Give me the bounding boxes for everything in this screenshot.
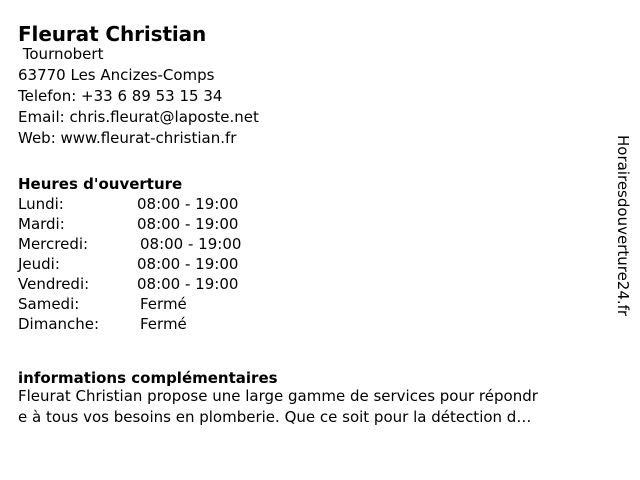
address-block: Tournobert 63770 Les Ancizes-Comps Telef… <box>18 44 259 149</box>
additional-info-text: Fleurat Christian propose une large gamm… <box>18 386 630 428</box>
email-line: Email: chris.fleurat@laposte.net <box>18 108 259 126</box>
additional-info-heading: informations complémentaires <box>18 369 278 388</box>
hours-day-label: Samedi: <box>18 295 80 313</box>
hours-day-label: Dimanche: <box>18 315 100 333</box>
table-row: Mardi: 08:00 - 19:00 <box>18 214 241 234</box>
website-line: Web: www.fleurat-christian.fr <box>18 129 237 147</box>
additional-info-line: e à tous vos besoins en plomberie. Que c… <box>18 408 532 426</box>
table-row: Mercredi: 08:00 - 19:00 <box>18 234 241 254</box>
hours-day-value: Fermé <box>140 315 187 333</box>
hours-day-label: Jeudi: <box>18 255 60 273</box>
hours-day-value: 08:00 - 19:00 <box>137 275 239 293</box>
hours-day-value: 08:00 - 19:00 <box>140 235 242 253</box>
hours-day-label: Lundi: <box>18 195 64 213</box>
hours-day-label: Mercredi: <box>18 235 89 253</box>
site-watermark: Horairesdouverture24.fr <box>614 135 632 317</box>
table-row: Vendredi: 08:00 - 19:00 <box>18 274 241 294</box>
hours-day-value: 08:00 - 19:00 <box>137 195 239 213</box>
phone-line: Telefon: +33 6 89 53 15 34 <box>18 87 223 105</box>
hours-day-label: Vendredi: <box>18 275 90 293</box>
address-city: 63770 Les Ancizes-Comps <box>18 66 215 84</box>
opening-hours-heading: Heures d'ouverture <box>18 175 183 194</box>
opening-hours-table: Lundi: 08:00 - 19:00 Mardi: 08:00 - 19:0… <box>18 194 241 334</box>
address-street: Tournobert <box>18 45 104 63</box>
additional-info-line: Fleurat Christian propose une large gamm… <box>18 387 538 405</box>
table-row: Jeudi: 08:00 - 19:00 <box>18 254 241 274</box>
table-row: Dimanche: Fermé <box>18 314 241 334</box>
page-title: Fleurat Christian <box>18 22 207 47</box>
hours-day-label: Mardi: <box>18 215 65 233</box>
table-row: Samedi: Fermé <box>18 294 241 314</box>
opening-hours-body: Lundi: 08:00 - 19:00 Mardi: 08:00 - 19:0… <box>18 194 241 334</box>
hours-day-value: Fermé <box>140 295 187 313</box>
table-row: Lundi: 08:00 - 19:00 <box>18 194 241 214</box>
hours-day-value: 08:00 - 19:00 <box>137 255 239 273</box>
hours-day-value: 08:00 - 19:00 <box>137 215 239 233</box>
